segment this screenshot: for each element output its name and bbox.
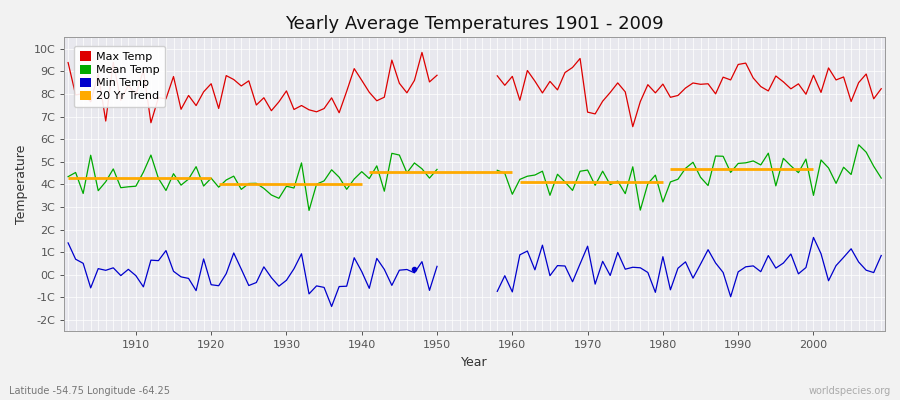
Y-axis label: Temperature: Temperature	[15, 145, 28, 224]
Text: worldspecies.org: worldspecies.org	[809, 386, 891, 396]
Title: Yearly Average Temperatures 1901 - 2009: Yearly Average Temperatures 1901 - 2009	[285, 15, 664, 33]
X-axis label: Year: Year	[462, 356, 488, 369]
Legend: Max Temp, Mean Temp, Min Temp, 20 Yr Trend: Max Temp, Mean Temp, Min Temp, 20 Yr Tre…	[74, 46, 166, 107]
Text: Latitude -54.75 Longitude -64.25: Latitude -54.75 Longitude -64.25	[9, 386, 170, 396]
